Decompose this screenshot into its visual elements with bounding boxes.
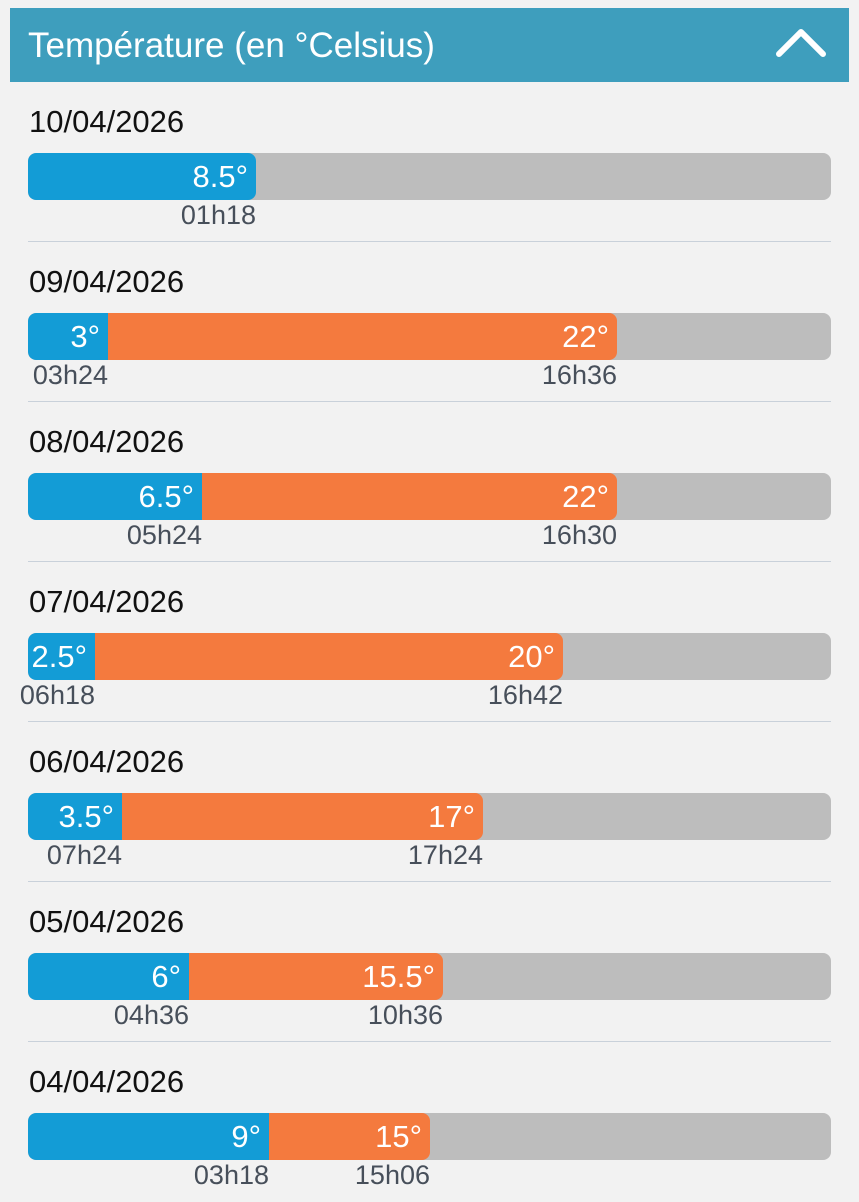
min-temperature-time: 03h24 <box>32 360 108 390</box>
row-divider <box>28 241 831 242</box>
max-temperature-segment: 22° <box>108 313 617 360</box>
day-date: 08/04/2026 <box>29 424 185 459</box>
temperature-bar: 8.5° <box>28 153 831 200</box>
day-date: 06/04/2026 <box>29 744 185 779</box>
min-temperature-segment: 9° <box>28 1113 269 1160</box>
day-row: 06/04/2026 3.5° 17° 07h24 17h24 <box>0 722 859 882</box>
day-date: 10/04/2026 <box>29 104 185 139</box>
min-temperature-segment: 3.5° <box>28 793 122 840</box>
row-divider <box>28 561 831 562</box>
day-row: 09/04/2026 3° 22° 03h24 16h36 <box>0 242 859 402</box>
day-row: 05/04/2026 6° 15.5° 04h36 10h36 <box>0 882 859 1042</box>
day-row: 07/04/2026 2.5° 20° 06h18 16h42 <box>0 562 859 722</box>
min-temperature-time: 06h18 <box>19 680 95 710</box>
max-temperature-time: 16h36 <box>541 360 617 390</box>
row-divider <box>28 881 831 882</box>
row-divider <box>28 401 831 402</box>
day-date: 04/04/2026 <box>29 1064 185 1099</box>
day-row: 10/04/2026 8.5° 01h18 <box>0 82 859 242</box>
temperature-bar: 6° 15.5° <box>28 953 831 1000</box>
min-temperature-time: 05h24 <box>126 520 202 550</box>
chevron-up-icon[interactable] <box>773 22 829 66</box>
max-temperature-segment: 15° <box>269 1113 430 1160</box>
min-temperature-time: 04h36 <box>113 1000 189 1030</box>
min-temperature-segment: 8.5° <box>28 153 256 200</box>
max-temperature-segment: 22° <box>202 473 617 520</box>
panel-title: Température (en °Celsius) <box>28 26 435 65</box>
max-temperature-segment: 20° <box>95 633 563 680</box>
temperature-bar: 9° 15° <box>28 1113 831 1160</box>
max-temperature-time: 16h42 <box>487 680 563 710</box>
max-temperature-time: 10h36 <box>367 1000 443 1030</box>
temperature-bar: 3.5° 17° <box>28 793 831 840</box>
day-row: 04/04/2026 9° 15° 03h18 15h06 <box>0 1042 859 1202</box>
max-temperature-segment: 17° <box>122 793 483 840</box>
max-temperature-time: 16h30 <box>541 520 617 550</box>
min-temperature-time: 03h18 <box>193 1160 269 1190</box>
min-temperature-time: 07h24 <box>46 840 122 870</box>
min-temperature-time: 01h18 <box>180 200 256 230</box>
temperature-bar: 6.5° 22° <box>28 473 831 520</box>
max-temperature-time: 17h24 <box>407 840 483 870</box>
row-divider <box>28 1041 831 1042</box>
min-temperature-segment: 2.5° <box>28 633 95 680</box>
min-temperature-segment: 6° <box>28 953 189 1000</box>
day-date: 05/04/2026 <box>29 904 185 939</box>
max-temperature-segment: 15.5° <box>189 953 443 1000</box>
min-temperature-segment: 6.5° <box>28 473 202 520</box>
day-date: 07/04/2026 <box>29 584 185 619</box>
min-temperature-segment: 3° <box>28 313 108 360</box>
temperature-bar: 3° 22° <box>28 313 831 360</box>
day-row: 08/04/2026 6.5° 22° 05h24 16h30 <box>0 402 859 562</box>
row-divider <box>28 721 831 722</box>
temperature-panel-header[interactable]: Température (en °Celsius) <box>10 8 849 82</box>
temperature-bar: 2.5° 20° <box>28 633 831 680</box>
max-temperature-time: 15h06 <box>354 1160 430 1190</box>
day-date: 09/04/2026 <box>29 264 185 299</box>
